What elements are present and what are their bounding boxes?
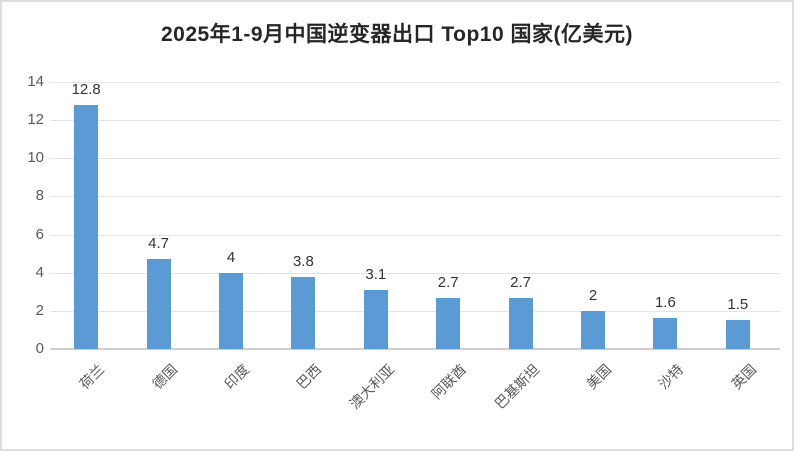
bar-value-label: 3.8 <box>292 252 314 270</box>
bar <box>219 272 243 349</box>
bar <box>653 318 678 349</box>
bar <box>508 297 533 349</box>
bar <box>291 276 316 349</box>
gridline <box>50 272 780 274</box>
gridline <box>50 310 780 312</box>
bar-value-label: 1.5 <box>727 296 749 314</box>
bar <box>581 310 605 349</box>
bar-value-label: 12.8 <box>71 80 101 98</box>
chart-title: 2025年1-9月中国逆变器出口 Top10 国家(亿美元) <box>160 23 633 46</box>
y-axis-tick-label: 4 <box>35 263 44 281</box>
gridline <box>50 120 780 122</box>
bar <box>436 297 461 349</box>
bar-value-label: 2.7 <box>437 273 459 291</box>
y-axis-tick-label: 6 <box>35 225 44 243</box>
bar-value-label: 2.7 <box>510 273 532 291</box>
bar <box>146 259 171 349</box>
y-axis-tick-label: 2 <box>35 301 44 319</box>
bar <box>363 289 388 349</box>
gridline <box>50 234 780 236</box>
bar-value-label: 4.7 <box>148 235 170 253</box>
y-axis-tick-label: 12 <box>27 111 44 129</box>
y-axis-tick-label: 10 <box>27 149 44 167</box>
bar-value-label: 1.6 <box>654 294 676 312</box>
y-axis-tick-label: 0 <box>35 340 44 357</box>
gridline <box>50 196 780 198</box>
bar-value-label: 2 <box>588 286 598 304</box>
bar-value-label: 3.1 <box>365 265 387 283</box>
bar-value-label: 4 <box>226 248 236 266</box>
gridline <box>50 158 780 160</box>
gridline <box>50 82 780 83</box>
y-axis-tick-label: 8 <box>35 187 44 205</box>
bar <box>74 104 99 349</box>
y-axis-tick-label: 14 <box>27 73 44 90</box>
x-axis-line <box>50 348 780 350</box>
bar <box>725 320 750 349</box>
